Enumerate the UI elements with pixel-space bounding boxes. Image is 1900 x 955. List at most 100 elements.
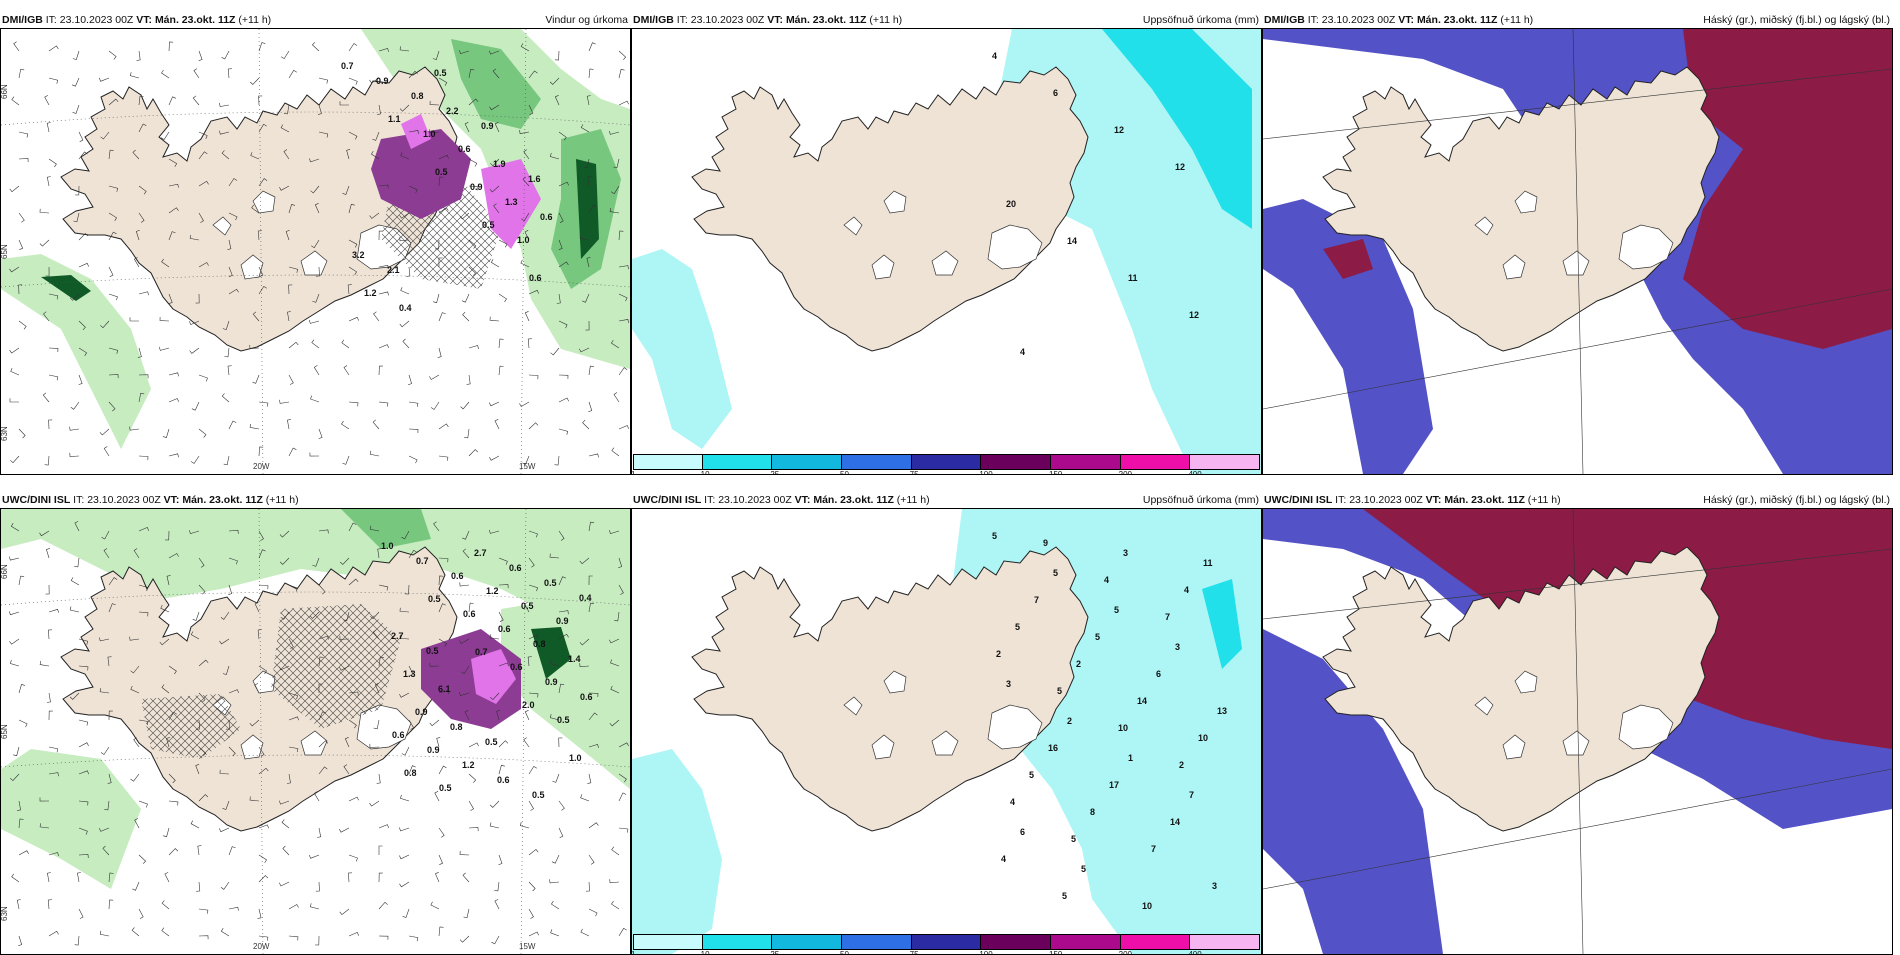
wind-barb (18, 158, 29, 163)
wind-barb (74, 935, 80, 946)
wind-barb (69, 426, 80, 431)
wind-barb (103, 548, 110, 559)
wind-barb (438, 154, 449, 160)
wind-barb (618, 68, 625, 79)
wind-barb (189, 530, 200, 534)
panel-vt-value: Mán. 23.okt. 11Z (1416, 14, 1498, 26)
snow-hatch-area (141, 694, 241, 759)
wind-barb (406, 266, 411, 277)
wind-barb (378, 264, 389, 269)
map-frame (1262, 508, 1893, 955)
colorbar: 1 10 25 50 75 100 150 200 400 (632, 934, 1260, 955)
graticule-label: 65N (1, 244, 9, 259)
wind-barb (549, 714, 560, 721)
wind-barb (528, 692, 539, 698)
precip-value-label: 5 (1071, 834, 1076, 844)
wind-barb (348, 691, 359, 696)
wind-barb (39, 797, 50, 802)
glacier (252, 190, 276, 214)
precip-value-label: 5 (1015, 622, 1020, 632)
wind-barb (315, 881, 320, 892)
wind-barb (618, 293, 628, 302)
wind-barb (579, 234, 590, 241)
wind-barb (44, 95, 50, 106)
wind-barb (279, 399, 290, 404)
wind-barb (369, 525, 380, 532)
wind-barb (225, 719, 230, 730)
precip-shield (1, 509, 630, 669)
wind-barb (618, 792, 627, 802)
wind-barb (339, 827, 350, 833)
wind-barb (438, 77, 448, 86)
wind-barb (108, 347, 119, 354)
wind-barb (223, 455, 230, 466)
panel-lead: (+11 h) (238, 14, 272, 26)
precip-value-label: 11 (1203, 558, 1213, 568)
glacier (883, 670, 907, 694)
wind-barb (348, 266, 358, 276)
wind-barb (283, 104, 290, 115)
wind-barb (528, 422, 539, 430)
wind-barb (99, 688, 110, 694)
map-panel-dmi-wind: DMI/IGB IT: 23.10.2023 00Z VT: Mán. 23.o… (0, 12, 631, 475)
precip-value-label: 1.9 (493, 159, 506, 169)
colorbar-swatch (1051, 454, 1121, 470)
wind-barb (318, 656, 324, 667)
wind-barb (222, 665, 230, 675)
precip-value-label: 0.6 (451, 571, 464, 581)
wind-barb (9, 185, 20, 193)
wind-barb (108, 149, 114, 160)
map-frame: 0.7 1.1 0.5 0.5 0.6 0.9 1.0 0.9 1.0 1.2 0.8 0.6 1.3 3… (0, 28, 631, 475)
glacier (883, 190, 907, 214)
wind-barb (438, 827, 445, 838)
precip-value-label: 14 (1067, 236, 1077, 246)
wind-barb (78, 827, 88, 835)
wind-barb (342, 185, 350, 195)
wind-barb (609, 207, 620, 214)
wind-barb (581, 293, 590, 303)
wind-barb (432, 50, 440, 60)
precip-value-label: 7 (1034, 595, 1039, 605)
wind-barb (583, 158, 590, 169)
wind-barb (348, 401, 359, 407)
wind-barb (168, 231, 176, 241)
wind-barb (46, 548, 50, 559)
precip-value-label: 0.8 (450, 722, 463, 732)
colorbar-tick-label: 25 (770, 470, 780, 475)
wind-barb (132, 881, 140, 891)
wind-barb (168, 41, 174, 52)
wind-barb (558, 633, 569, 640)
precip-value-label: 20 (1006, 199, 1016, 209)
wind-barb (108, 98, 119, 106)
wind-barb (468, 773, 477, 783)
wind-barb (528, 908, 534, 919)
wind-barb (168, 553, 179, 559)
precip-snow (401, 114, 431, 149)
wind-barb (528, 634, 539, 640)
wind-barb (521, 212, 530, 222)
wind-barb (309, 452, 320, 457)
wind-barb (318, 740, 329, 748)
colorbar-swatch (633, 934, 703, 950)
wind-barb (9, 398, 20, 403)
wind-barb (39, 530, 50, 537)
colorbar-tick-label: 400 (1188, 950, 1202, 955)
wind-barb (198, 557, 205, 568)
wind-barb (438, 575, 444, 586)
wind-barb (258, 42, 266, 52)
wind-barb (99, 930, 110, 937)
wind-barb (11, 96, 20, 106)
precip-value-label: 10 (1118, 723, 1128, 733)
glacier (1562, 730, 1590, 756)
wind-barb (378, 901, 388, 910)
wind-barb (556, 293, 561, 304)
precip-value-label: 5 (1053, 568, 1058, 578)
wind-barb (11, 873, 20, 883)
colorbar-tick-label: 200 (1118, 950, 1133, 955)
wind-barb (310, 185, 320, 194)
precip-value-label: 1.0 (517, 235, 530, 245)
panel-source: DMI/IGB (2, 14, 43, 26)
wind-barb (378, 365, 384, 376)
wind-barb (100, 131, 110, 140)
wind-barb (138, 908, 144, 919)
